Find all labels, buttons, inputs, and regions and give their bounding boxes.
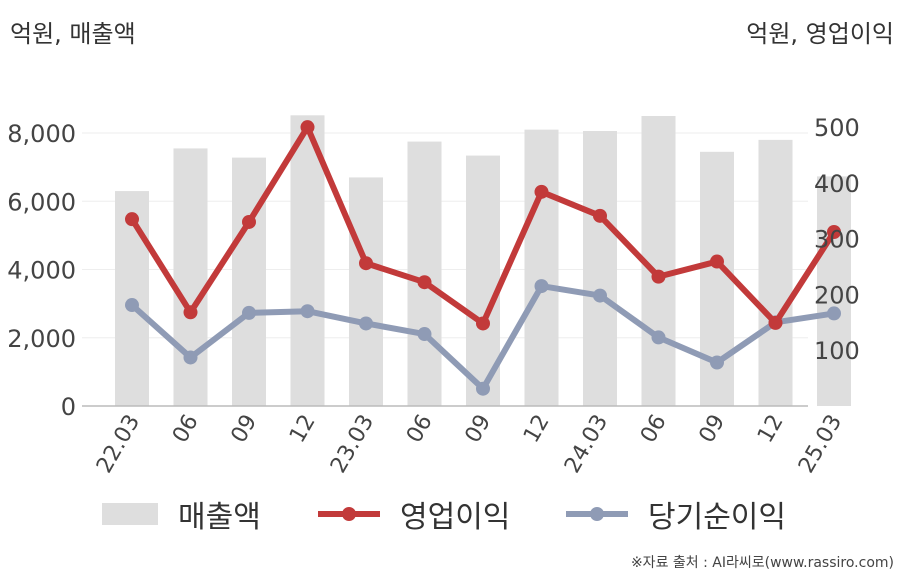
net-income-point — [125, 298, 139, 313]
revenue-bar — [758, 139, 793, 406]
left-axis-unit: 억원, 매출액 — [10, 20, 136, 48]
x-tick-label: 23.03 — [326, 411, 379, 478]
revenue-bar — [232, 157, 266, 406]
x-tick-label: 22.03 — [92, 411, 145, 478]
revenue-bar — [583, 131, 617, 406]
x-tick-label: 09 — [695, 411, 731, 448]
legend-item-net-income: 당기순이익 — [566, 492, 786, 536]
left-tick-label: 4,000 — [7, 257, 76, 285]
x-tick-label: 06 — [636, 411, 672, 448]
net-income-point — [593, 288, 607, 303]
revenue-bar — [407, 141, 442, 406]
x-tick-label: 06 — [168, 411, 204, 448]
net-income-point — [710, 355, 724, 370]
legend-label-net-income: 당기순이익 — [648, 500, 786, 535]
operating-profit-point — [476, 316, 490, 331]
operating-profit-point — [710, 254, 724, 269]
legend-item-operating-profit: 영업이익 — [318, 492, 510, 536]
right-tick-label: 100 — [814, 337, 860, 365]
legend-swatch-operating-profit — [318, 502, 380, 526]
combo-chart: 0 2,000 4,000 6,000 8,000 100 200 300 400 500 22.0… — [7, 114, 860, 478]
x-tick-label: 09 — [461, 411, 497, 448]
legend: 매출액 영업이익 당기순이익 — [0, 492, 908, 536]
operating-profit-point — [417, 275, 432, 290]
revenue-bar — [290, 115, 325, 406]
right-tick-label: 500 — [814, 114, 860, 142]
source-note: ※자료 출처 : AI라씨로(www.rassiro.com) — [630, 555, 894, 571]
x-tick-label: 06 — [402, 411, 438, 448]
right-axis-unit: 억원, 영업이익 — [746, 20, 894, 48]
operating-profit-point — [593, 208, 607, 223]
legend-item-revenue: 매출액 — [102, 492, 261, 536]
left-tick-label: 2,000 — [7, 325, 76, 353]
operating-profit-point — [242, 214, 256, 229]
legend-label-operating-profit: 영업이익 — [400, 500, 511, 535]
revenue-bar — [817, 176, 851, 406]
net-income-point — [300, 304, 315, 319]
left-tick-label: 6,000 — [7, 188, 76, 216]
net-income-point — [476, 381, 490, 396]
operating-profit-point — [768, 315, 783, 330]
revenue-bar — [524, 129, 559, 406]
x-tick-label: 12 — [753, 411, 789, 448]
x-tick-label: 24.03 — [560, 411, 613, 478]
operating-profit-point — [300, 120, 315, 135]
operating-profit-point — [534, 184, 549, 199]
operating-profit-point — [651, 269, 666, 284]
right-tick-label: 300 — [814, 226, 860, 254]
right-tick-label: 400 — [814, 170, 860, 198]
revenue-bar — [349, 177, 383, 406]
operating-profit-point — [183, 305, 198, 320]
revenue-bar — [173, 148, 208, 407]
x-tick-label: 12 — [285, 411, 321, 448]
net-income-point — [827, 306, 841, 321]
operating-profit-point — [827, 225, 841, 239]
x-tick-label: 12 — [519, 411, 555, 448]
net-income-point — [242, 305, 256, 320]
left-tick-label: 0 — [61, 393, 76, 421]
operating-profit-point — [359, 256, 373, 271]
net-income-point — [651, 330, 666, 345]
operating-profit-point — [125, 212, 139, 227]
net-income-point — [359, 316, 373, 331]
left-tick-label: 8,000 — [7, 120, 76, 148]
net-income-point — [417, 327, 432, 342]
profit-lines — [125, 120, 841, 396]
net-income-point — [183, 350, 198, 365]
legend-label-revenue: 매출액 — [178, 500, 261, 535]
legend-swatch-net-income — [566, 502, 628, 526]
x-tick-label: 09 — [227, 411, 263, 448]
right-tick-label: 200 — [814, 281, 860, 309]
legend-swatch-revenue — [102, 503, 158, 525]
revenue-bars — [115, 115, 851, 407]
x-tick-label: 25.03 — [794, 411, 847, 478]
net-income-point — [534, 279, 549, 294]
